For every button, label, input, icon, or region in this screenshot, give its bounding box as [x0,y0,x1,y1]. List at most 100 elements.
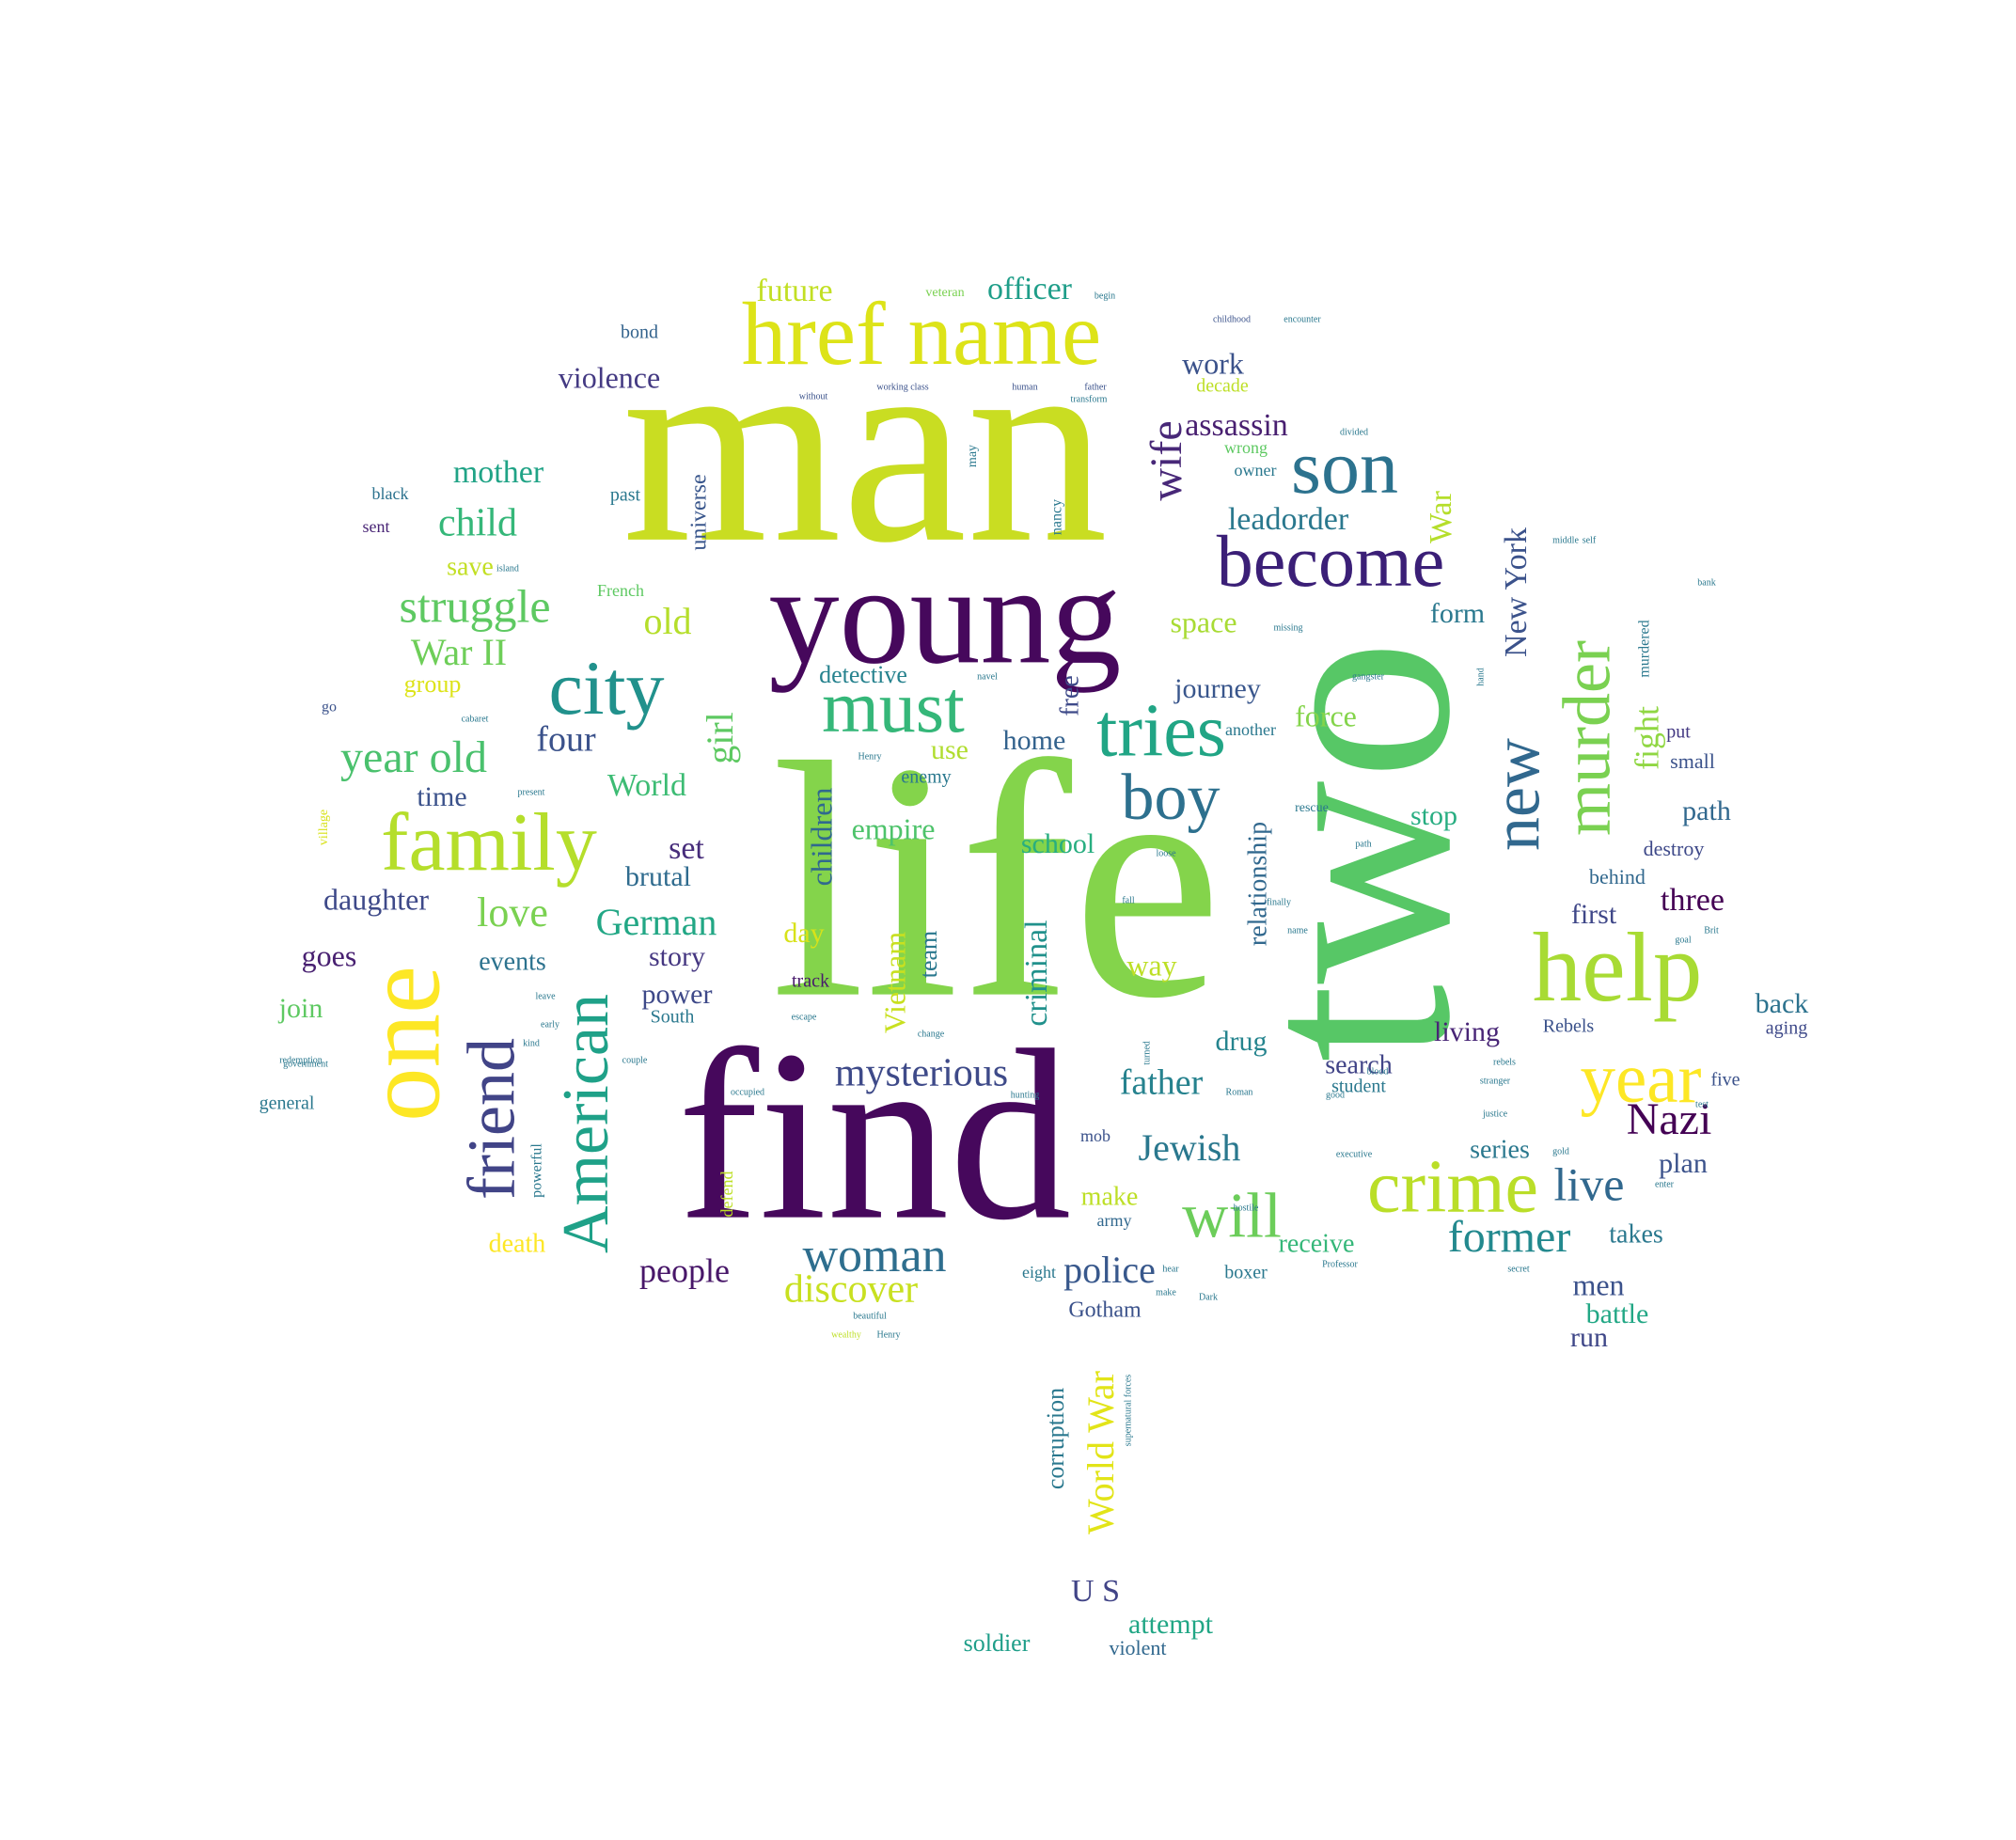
cloud-word: back [1756,988,1809,1019]
cloud-word: army [1097,1211,1132,1230]
cloud-word: life [771,693,1222,1068]
cloud-word: begin [1095,291,1115,301]
cloud-word: wealthy [831,1329,861,1340]
cloud-word: French [597,581,644,600]
cloud-word: South [651,1007,695,1028]
cloud-word: U S [1071,1574,1120,1609]
cloud-word: Rebels [1543,1016,1595,1037]
cloud-word: rebels [1493,1057,1516,1067]
cloud-word: empire [852,811,936,845]
cloud-word: form [1430,598,1485,629]
cloud-word: fall [1122,895,1135,905]
cloud-word: way [1126,948,1176,982]
cloud-word: destroy [1644,837,1705,860]
cloud-word: goes [302,938,357,972]
cloud-word: living [1434,1016,1500,1047]
cloud-word: secret [1507,1264,1530,1274]
cloud-word: hand [1475,668,1486,685]
cloud-word: World War [1079,1371,1122,1534]
cloud-word: use [931,734,969,765]
cloud-word: father [1084,382,1107,392]
cloud-word: relationship [1243,822,1272,946]
cloud-word: cabaret [462,714,489,724]
cloud-word: path [1682,795,1731,826]
cloud-word: crime [1367,1145,1538,1228]
cloud-word: test [1695,1099,1709,1109]
cloud-word: space [1170,605,1236,638]
cloud-word: first [1571,899,1617,930]
cloud-word: self [1583,535,1597,545]
cloud-word: War II [411,631,507,673]
cloud-word: search [1325,1050,1393,1079]
cloud-word: turned [1142,1041,1152,1065]
cloud-word: kind [523,1038,540,1048]
cloud-word: one [342,966,462,1122]
cloud-word: make [1081,1182,1139,1211]
cloud-word: Henry [877,1329,901,1340]
cloud-word: enemy [901,767,951,788]
cloud-word: mother [453,455,544,490]
cloud-word: year old [340,732,487,782]
cloud-word: Brit [1704,925,1719,936]
cloud-word: detective [819,661,907,688]
cloud-word: justice [1482,1109,1508,1119]
cloud-word: new [1479,738,1554,851]
cloud-word: Dark [1199,1292,1218,1302]
cloud-word: rescue [1295,801,1329,815]
cloud-word: group [404,670,462,698]
cloud-word: daughter [323,882,429,916]
cloud-word: love [477,889,548,936]
cloud-word: series [1470,1135,1530,1164]
cloud-word: decade [1196,376,1249,397]
cloud-word: friend [454,1038,529,1200]
cloud-word: beautiful [853,1311,887,1321]
cloud-word: assassin [1185,408,1288,443]
cloud-word: World [607,768,686,803]
cloud-word: must [822,666,965,747]
cloud-word: middle [1552,535,1579,545]
cloud-word: go [322,700,337,716]
cloud-word: corruption [1042,1388,1069,1489]
cloud-word: mob [1080,1126,1110,1145]
cloud-word: Gotham [1068,1298,1142,1323]
cloud-word: children [804,788,838,887]
cloud-word: old [643,600,691,642]
cloud-word: black [372,484,409,503]
cloud-word: nancy [1049,499,1065,535]
cloud-word: sent [363,517,390,536]
cloud-word: story [649,941,705,972]
cloud-word: murdered [1637,620,1653,677]
cloud-word: human [1012,382,1037,392]
cloud-word: free [1055,675,1084,716]
cloud-word: join [278,993,323,1024]
cloud-word: may [966,445,980,467]
cloud-word: school [1021,828,1095,859]
cloud-word: small [1670,749,1715,773]
cloud-word: path [1355,839,1371,849]
cloud-word: future [756,274,832,308]
cloud-word: stranger [1480,1076,1511,1086]
cloud-word: student [1331,1077,1386,1097]
cloud-word: help [1533,912,1703,1022]
cloud-word: Vietnam [877,932,911,1033]
cloud-word: general [260,1093,315,1114]
cloud-word: present [518,787,545,797]
cloud-word: leave [535,991,556,1001]
cloud-word: set [669,831,704,866]
cloud-word: early [541,1019,559,1030]
cloud-word: childhood [1213,314,1251,324]
cloud-word: brutal [625,861,691,892]
cloud-word: fight [1628,706,1665,770]
cloud-word: find [678,1000,1072,1271]
cloud-word: Professor [1322,1259,1358,1269]
cloud-word: son [1291,424,1398,510]
cloud-word: gold [1552,1146,1569,1156]
cloud-word: tries [1096,689,1226,772]
cloud-word: bond [621,322,658,343]
cloud-word: navel [977,671,998,682]
cloud-word: veteran [925,286,964,300]
cloud-word: owner [1235,461,1277,480]
cloud-word: takes [1609,1219,1663,1249]
cloud-word: good [1326,1090,1345,1100]
